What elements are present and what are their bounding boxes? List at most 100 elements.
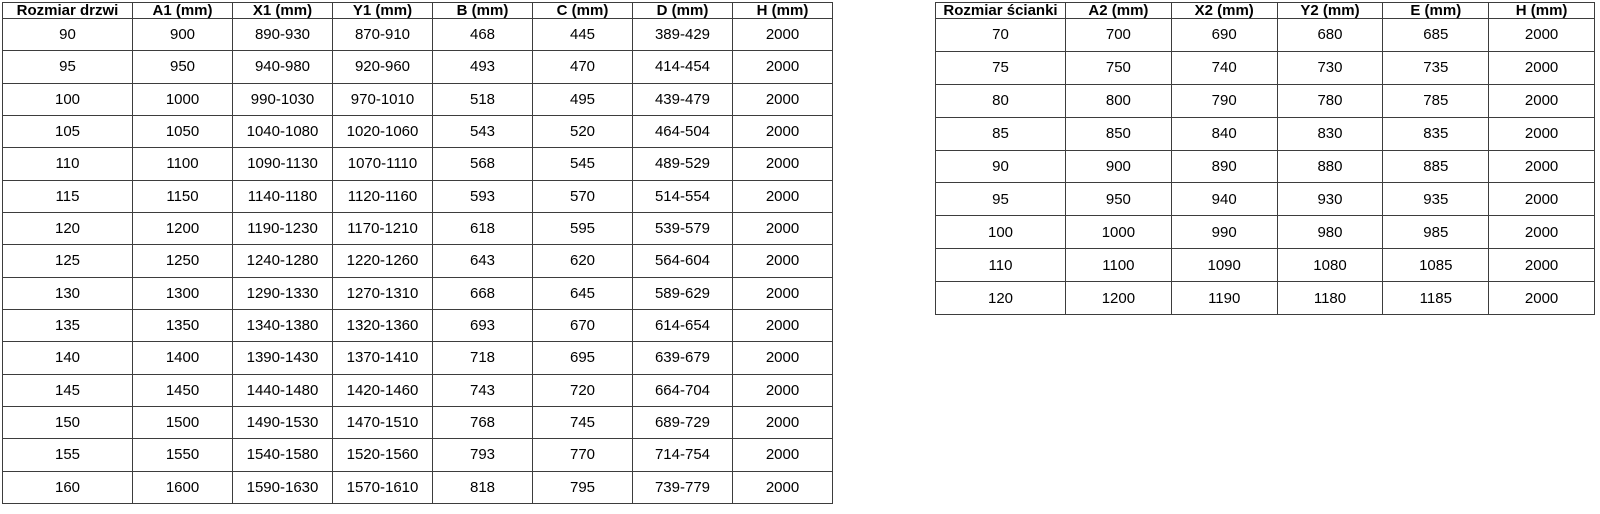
table-cell: 740	[1170, 50, 1278, 85]
table-cell: 85	[935, 116, 1066, 151]
table-cell: 1570-1610	[332, 470, 433, 505]
table-cell: 95	[935, 182, 1066, 217]
table-cell: 1070-1110	[332, 147, 433, 181]
table-cell: 2000	[732, 211, 833, 246]
table-cell: 589-629	[632, 276, 733, 310]
door-size-table: Rozmiar drzwi A1 (mm) X1 (mm) Y1 (mm) B (mm)…	[2, 2, 833, 505]
table-cell: 1390-1430	[232, 341, 333, 375]
table-row: 100 1000 990 980 985 2000	[935, 215, 1595, 250]
table-cell: 100	[2, 82, 133, 116]
table-cell: 150	[2, 405, 133, 440]
table-cell: 1050	[132, 114, 233, 149]
table-cell: 970-1010	[332, 82, 433, 116]
table-row: 110 1100 1090-1130 1070-1110 568 545 489-529 20…	[2, 147, 833, 181]
table-cell: 105	[2, 114, 133, 149]
table-cell: 2000	[732, 373, 833, 407]
table-cell: 2000	[732, 438, 833, 472]
table-cell: 768	[432, 405, 533, 440]
table-cell: 639-679	[632, 341, 733, 375]
table-row: 150 1500 1490-1530 1470-1510 768 745 689-729 20…	[2, 405, 833, 440]
table-cell: 493	[432, 50, 533, 84]
table-row: 105 1050 1040-1080 1020-1060 543 520 464-504 20…	[2, 114, 833, 149]
table-cell: 1180	[1276, 281, 1384, 315]
table-cell: 743	[432, 373, 533, 407]
table-cell: 890-930	[232, 17, 333, 52]
table-cell: 685	[1382, 18, 1490, 52]
table-cell: 840	[1170, 116, 1278, 151]
table-cell: 850	[1065, 116, 1172, 151]
table-cell: 2000	[732, 276, 833, 310]
table-cell: 2000	[732, 147, 833, 181]
table-cell: 1550	[132, 438, 233, 472]
table-cell: 1190	[1170, 281, 1278, 315]
table-cell: 835	[1382, 116, 1490, 151]
door-table-header-row: Rozmiar drzwi A1 (mm) X1 (mm) Y1 (mm) B (mm)…	[2, 2, 833, 19]
table-cell: 414-454	[632, 50, 733, 84]
table-cell: 2000	[1488, 182, 1595, 217]
column-header: A1 (mm)	[132, 2, 233, 19]
table-cell: 1040-1080	[232, 114, 333, 149]
table-cell: 780	[1276, 83, 1384, 118]
table-cell: 2000	[732, 405, 833, 440]
table-cell: 739-779	[632, 470, 733, 505]
table-cell: 439-479	[632, 82, 733, 116]
table-row: 90 900 890 880 885 2000	[935, 149, 1595, 184]
table-cell: 1100	[1065, 248, 1172, 282]
table-cell: 950	[132, 50, 233, 84]
table-cell: 75	[935, 50, 1066, 85]
table-cell: 2000	[1488, 215, 1595, 250]
table-cell: 614-654	[632, 308, 733, 343]
table-cell: 990-1030	[232, 82, 333, 116]
table-cell: 668	[432, 276, 533, 310]
table-cell: 830	[1276, 116, 1384, 151]
wall-table-header-row: Rozmiar ścianki A2 (mm) X2 (mm) Y2 (mm) E (m…	[935, 2, 1595, 19]
table-cell: 1080	[1276, 248, 1384, 282]
table-cell: 90	[935, 149, 1066, 184]
table-cell: 2000	[1488, 149, 1595, 184]
table-cell: 2000	[1488, 83, 1595, 118]
table-cell: 1290-1330	[232, 276, 333, 310]
table-cell: 1200	[132, 211, 233, 246]
table-cell: 745	[532, 405, 633, 440]
table-cell: 695	[532, 341, 633, 375]
table-cell: 714-754	[632, 438, 733, 472]
table-cell: 920-960	[332, 50, 433, 84]
table-cell: 664-704	[632, 373, 733, 407]
column-header: E (mm)	[1382, 2, 1490, 19]
table-cell: 689-729	[632, 405, 733, 440]
table-cell: 690	[1170, 18, 1278, 52]
table-cell: 2000	[1488, 248, 1595, 282]
table-cell: 95	[2, 50, 133, 84]
table-row: 135 1350 1340-1380 1320-1360 693 670 614-654 20…	[2, 308, 833, 343]
wall-table-body: 70 700 690 680 685 2000 75 750 740 730 735 2000 80 80…	[935, 18, 1595, 315]
table-cell: 2000	[1488, 50, 1595, 85]
table-cell: 2000	[732, 470, 833, 505]
table-cell: 1140-1180	[232, 179, 333, 213]
table-cell: 160	[2, 470, 133, 505]
table-cell: 1320-1360	[332, 308, 433, 343]
table-cell: 115	[2, 179, 133, 213]
table-cell: 100	[935, 215, 1066, 250]
table-cell: 470	[532, 50, 633, 84]
column-header: C (mm)	[532, 2, 633, 19]
table-row: 120 1200 1190-1230 1170-1210 618 595 539-579 20…	[2, 211, 833, 246]
table-cell: 389-429	[632, 17, 733, 52]
table-row: 145 1450 1440-1480 1420-1460 743 720 664-704 20…	[2, 373, 833, 407]
table-cell: 2000	[1488, 281, 1595, 315]
table-cell: 464-504	[632, 114, 733, 149]
table-cell: 1170-1210	[332, 211, 433, 246]
table-row: 90 900 890-930 870-910 468 445 389-429 2000	[2, 17, 833, 52]
table-cell: 785	[1382, 83, 1490, 118]
table-cell: 514-554	[632, 179, 733, 213]
table-cell: 80	[935, 83, 1066, 118]
table-cell: 120	[2, 211, 133, 246]
table-cell: 900	[132, 17, 233, 52]
column-header: Y1 (mm)	[332, 2, 433, 19]
table-cell: 1370-1410	[332, 341, 433, 375]
table-cell: 1150	[132, 179, 233, 213]
table-cell: 445	[532, 17, 633, 52]
table-cell: 2000	[732, 50, 833, 84]
table-cell: 593	[432, 179, 533, 213]
table-row: 160 1600 1590-1630 1570-1610 818 795 739-779 20…	[2, 470, 833, 505]
table-cell: 950	[1065, 182, 1172, 217]
